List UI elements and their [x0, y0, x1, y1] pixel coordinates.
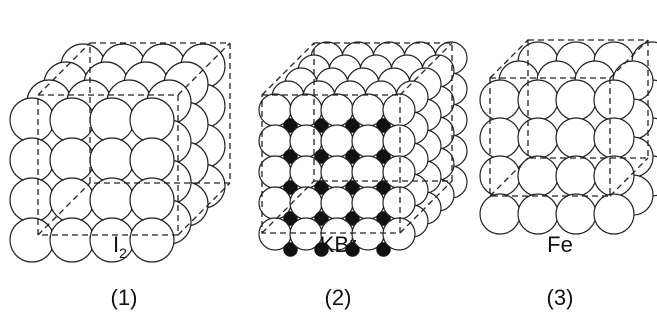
atom: [480, 194, 520, 234]
atom: [130, 178, 174, 222]
atom: [383, 187, 415, 219]
atom: [50, 98, 94, 142]
atom: [10, 138, 54, 182]
number-label: (2): [325, 285, 352, 310]
atom: [556, 118, 596, 158]
atom: [383, 125, 415, 157]
atom: [480, 80, 520, 120]
atom: [383, 156, 415, 188]
atom: [518, 118, 558, 158]
atom: [90, 178, 134, 222]
atom: [594, 156, 634, 196]
number-label: (1): [111, 285, 138, 310]
formula-label: KBr: [320, 232, 357, 257]
atom: [518, 80, 558, 120]
atom: [10, 218, 54, 262]
atom: [130, 138, 174, 182]
atom: [518, 194, 558, 234]
atom: [10, 98, 54, 142]
atom: [90, 218, 134, 262]
atom: [556, 194, 596, 234]
atom: [518, 156, 558, 196]
atom: [480, 118, 520, 158]
atom: [556, 156, 596, 196]
atom: [50, 138, 94, 182]
atom: [10, 178, 54, 222]
atom: [130, 98, 174, 142]
number-label: (3): [547, 285, 574, 310]
atom: [594, 118, 634, 158]
atom: [594, 194, 634, 234]
atom: [90, 138, 134, 182]
atom: [90, 98, 134, 142]
atom: [594, 80, 634, 120]
models: [10, 40, 657, 262]
atom: [130, 218, 174, 262]
atom: [50, 178, 94, 222]
atom: [480, 156, 520, 196]
formula-label: Fe: [547, 232, 573, 257]
atom: [556, 80, 596, 120]
subscript: 2: [119, 245, 127, 261]
crystal-diagram: I2 KBr Fe (1) (2) (3): [0, 0, 657, 316]
atom: [50, 218, 94, 262]
atom: [383, 94, 415, 126]
